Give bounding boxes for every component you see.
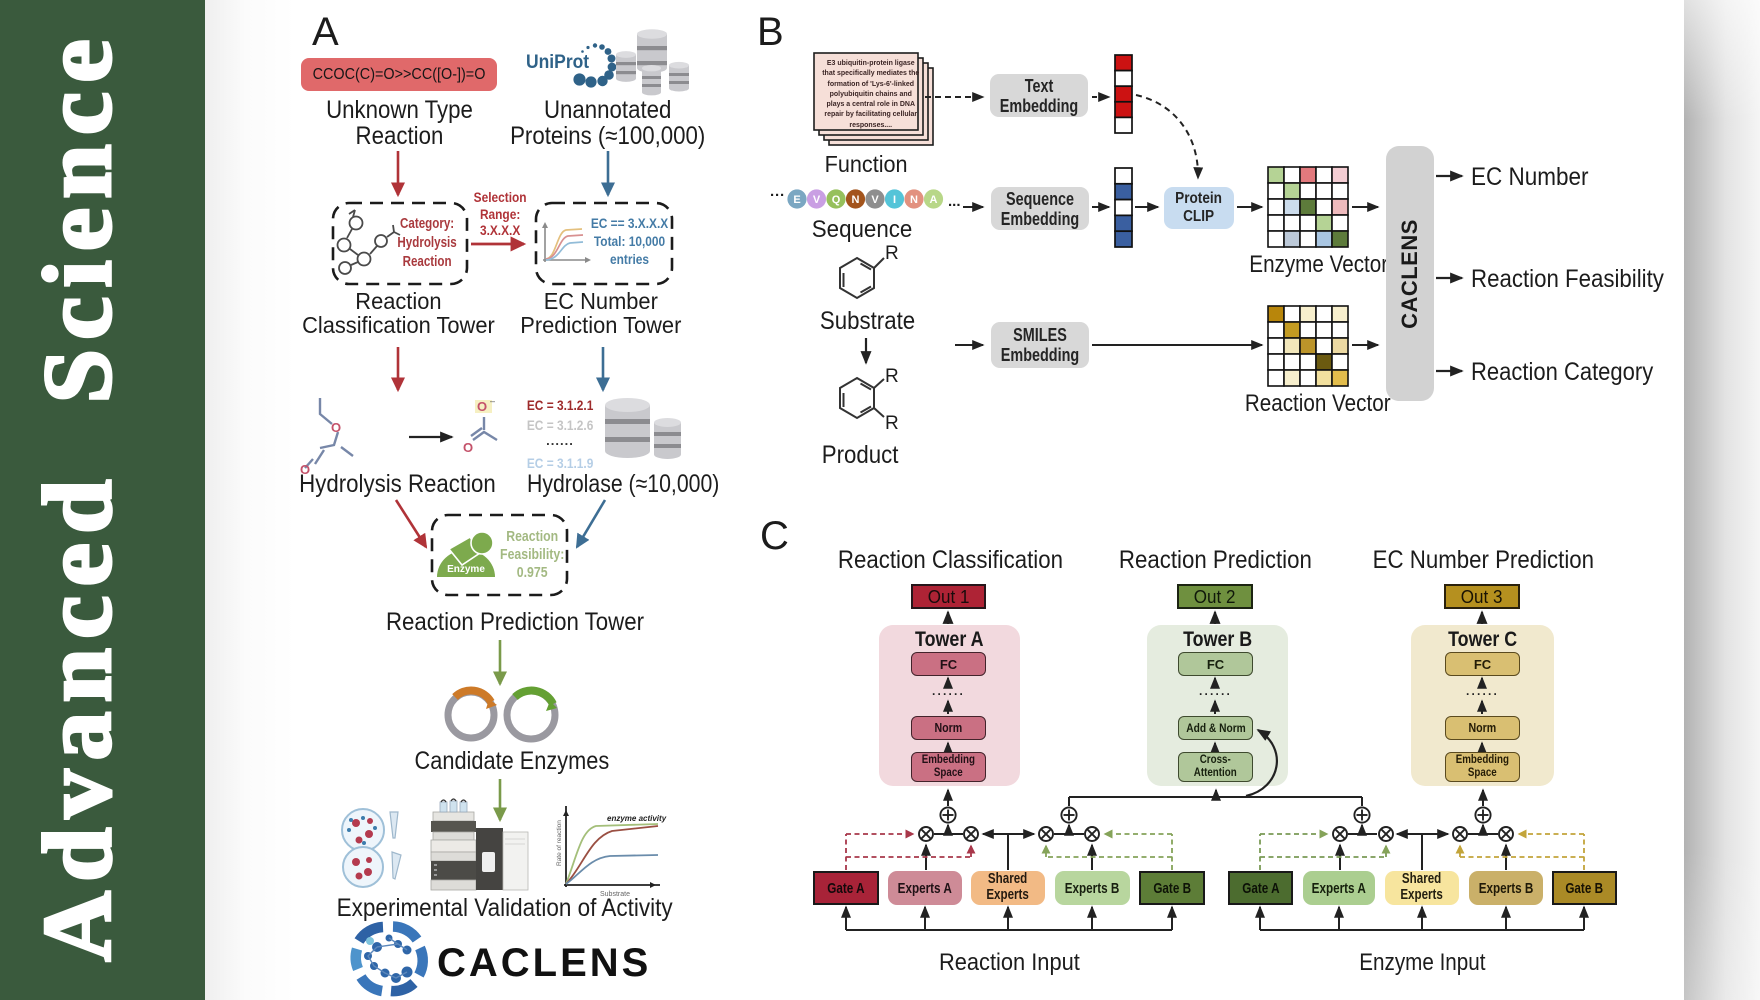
svg-text:enzyme activity: enzyme activity xyxy=(607,814,667,823)
svg-text:E: E xyxy=(793,194,800,206)
svg-text:Substrate: Substrate xyxy=(600,891,630,898)
svg-text:Rate of reaction: Rate of reaction xyxy=(556,820,563,866)
svg-text:N: N xyxy=(910,194,918,206)
svg-text:N: N xyxy=(852,194,860,206)
svg-text:–: – xyxy=(490,396,495,406)
svg-text:V: V xyxy=(813,194,821,206)
svg-text:A: A xyxy=(930,194,938,206)
svg-text:V: V xyxy=(871,194,879,206)
svg-text:I: I xyxy=(893,194,896,206)
svg-text:O: O xyxy=(300,462,310,477)
svg-text:Q: Q xyxy=(832,194,841,206)
svg-text:O: O xyxy=(477,399,487,414)
svg-text:O: O xyxy=(463,440,473,455)
svg-text:O: O xyxy=(331,420,341,435)
svg-text:Enzyme: Enzyme xyxy=(447,564,485,575)
